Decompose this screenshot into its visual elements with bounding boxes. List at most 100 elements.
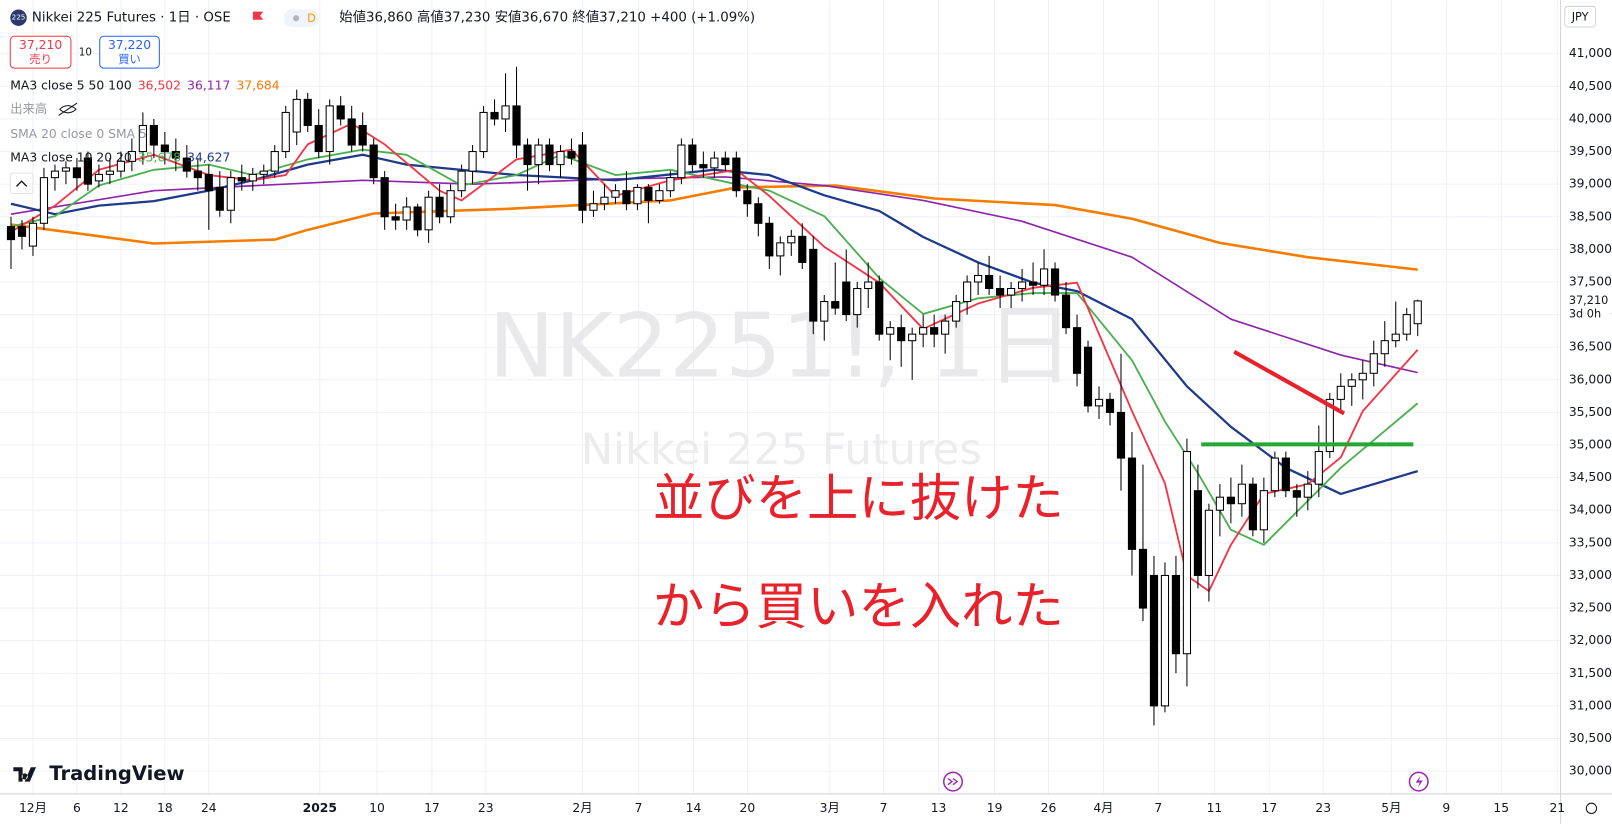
sell-price[interactable]: 37,210: [19, 38, 62, 52]
candle-body: [17, 226, 27, 237]
candle-body: [237, 177, 246, 182]
candle-body: [556, 151, 565, 166]
candle-body: [930, 327, 939, 335]
axes: 30,000 30,500 31,000 31,500 32,000 32,500 33,0…: [19, 46, 1612, 815]
x-tick-label: 9: [1442, 801, 1450, 815]
drawings: [1201, 349, 1414, 447]
candle-body: [391, 216, 400, 221]
sell-label[interactable]: 売り: [29, 53, 52, 66]
candle-body: [567, 151, 576, 159]
buy-label[interactable]: 買い: [118, 53, 141, 66]
candle-body: [710, 157, 719, 169]
x-tick-label: 14: [686, 801, 702, 815]
candle-body: [72, 167, 82, 179]
x-tick-label: 17: [424, 801, 440, 815]
y-tick-label: 30,000: [1569, 764, 1612, 778]
x-tick-label: 2月: [572, 801, 592, 815]
candle-body: [1182, 451, 1192, 655]
legend-row: SMA 20 close 0 SMA 5: [10, 126, 147, 140]
candle-body: [270, 151, 279, 172]
candle-body: [512, 105, 521, 146]
flag-icon[interactable]: [252, 11, 264, 20]
candle-body: [501, 105, 510, 120]
x-tick-label: 15: [1493, 801, 1509, 815]
x-tick-label: 7: [880, 801, 888, 815]
candle-body: [127, 151, 136, 162]
candle-body: [402, 206, 411, 221]
y-tick-label: 39,500: [1569, 144, 1612, 158]
y-tick-label: 35,000: [1569, 438, 1612, 452]
candle-body: [600, 196, 609, 205]
x-tick-label: 11: [1207, 801, 1223, 815]
event-icon-bolt[interactable]: [1415, 775, 1423, 788]
last-price: 37,210: [1569, 294, 1609, 307]
candle-body: [545, 144, 554, 166]
candle-body: [534, 144, 543, 166]
buy-price[interactable]: 37,220: [108, 38, 151, 52]
candle-body: [1226, 496, 1235, 505]
event-icon[interactable]: [1408, 771, 1429, 792]
candle-body: [424, 196, 433, 231]
candle-body: [226, 177, 235, 211]
badge-text: D: [307, 12, 316, 25]
y-tick-label: 33,500: [1569, 535, 1612, 549]
candle-body: [952, 301, 961, 322]
x-tick-label: 6: [73, 801, 81, 815]
candle-body: [358, 124, 367, 146]
collapse-icon[interactable]: [15, 180, 28, 187]
candle-body: [204, 173, 213, 192]
currency-button[interactable]: [1564, 5, 1597, 28]
candle-body: [754, 203, 763, 224]
currency[interactable]: JPY: [1571, 11, 1589, 24]
sell-button[interactable]: [9, 35, 72, 69]
legend-row: 出来高: [10, 101, 47, 116]
candle-body: [1050, 268, 1060, 296]
candle-body: [479, 111, 488, 153]
candle-body: [842, 281, 851, 316]
candle-body: [985, 274, 994, 290]
settings-icon[interactable]: [1585, 802, 1598, 814]
brand-name: TradingView: [49, 762, 184, 785]
buy-button[interactable]: [99, 35, 160, 69]
y-tick-label: 34,500: [1569, 470, 1612, 484]
candle-body: [83, 157, 93, 185]
candle-body: [919, 327, 928, 335]
badge: [283, 9, 319, 27]
y-tick-label: 31,500: [1569, 666, 1612, 680]
candle-body: [1127, 457, 1137, 550]
candle-body: [160, 144, 169, 153]
candle-body: [699, 164, 708, 169]
ma-line: [10, 122, 1419, 593]
candle-body: [1303, 483, 1312, 498]
y-tick-label: 32,000: [1569, 633, 1612, 647]
y-tick-label: 32,500: [1569, 601, 1612, 615]
candle-body: [325, 105, 334, 153]
x-tick-label: 23: [1315, 801, 1331, 815]
x-tick-label: 3月: [820, 801, 840, 815]
candle-body: [1072, 327, 1082, 374]
collapse-button[interactable]: [9, 172, 34, 195]
candle-body: [974, 274, 983, 283]
candle-body: [1094, 398, 1104, 407]
symbol-logo: [10, 9, 27, 26]
symbol-logo-text: 225: [12, 13, 26, 22]
candle-body: [347, 118, 356, 146]
event-icon-arrows[interactable]: [947, 777, 959, 786]
legend-row: MA3 close 5 50 100 36,502 36,117 37,684: [10, 78, 279, 92]
candle-body: [1204, 509, 1213, 576]
x-tick-label: 26: [1041, 801, 1057, 815]
candle-body: [1017, 281, 1027, 290]
event-icon[interactable]: [942, 771, 964, 792]
annotation: から買いを入れた: [653, 577, 1064, 637]
candle-body: [1336, 385, 1345, 400]
symbol-title[interactable]: Nikkei 225 Futures · 1日 · OSE: [32, 11, 231, 26]
watermark: NK2251!, 1日: [489, 294, 1074, 397]
x-tick-label: 13: [931, 801, 947, 815]
last-price-bg: [1561, 291, 1611, 321]
candle-body: [941, 320, 950, 335]
legend-value: 35,678: [138, 150, 181, 164]
candle-body: [413, 206, 422, 231]
candle-body: [1116, 411, 1126, 459]
ohlc-value: 36,860: [366, 11, 413, 26]
